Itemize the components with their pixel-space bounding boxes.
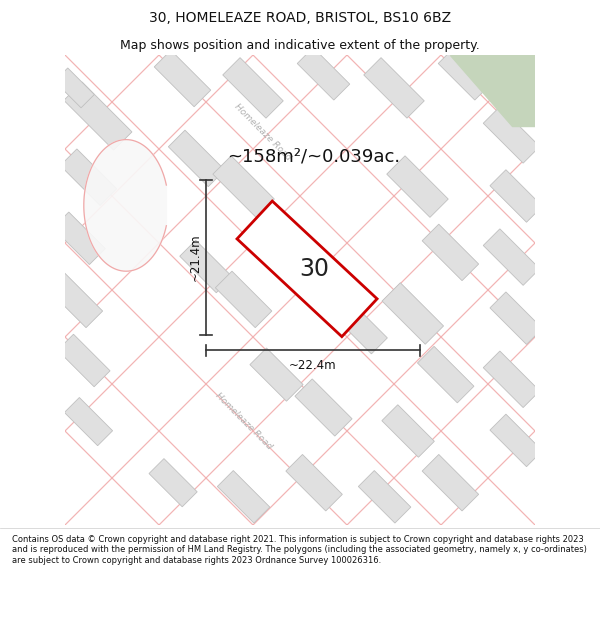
Polygon shape [382,405,434,458]
Polygon shape [60,149,117,206]
Text: ~22.4m: ~22.4m [289,359,337,372]
Polygon shape [250,348,303,401]
Polygon shape [180,240,232,292]
Polygon shape [483,351,540,408]
Polygon shape [490,414,542,467]
Text: 30: 30 [299,257,329,281]
Text: ~158m²/~0.039ac.: ~158m²/~0.039ac. [227,147,401,165]
Polygon shape [64,398,113,446]
Text: Contains OS data © Crown copyright and database right 2021. This information is : Contains OS data © Crown copyright and d… [12,535,587,565]
Polygon shape [217,471,270,523]
Polygon shape [46,271,103,328]
Polygon shape [418,346,474,403]
Text: 30, HOMELEAZE ROAD, BRISTOL, BS10 6BZ: 30, HOMELEAZE ROAD, BRISTOL, BS10 6BZ [149,11,451,25]
Polygon shape [483,107,540,163]
Polygon shape [154,50,211,107]
Polygon shape [213,156,274,218]
Polygon shape [237,201,377,337]
Text: Homeleaze Road: Homeleaze Road [232,102,292,162]
Polygon shape [490,170,542,222]
Polygon shape [297,48,350,100]
Polygon shape [286,454,343,511]
Polygon shape [84,139,166,271]
Polygon shape [149,459,197,507]
Polygon shape [387,156,448,218]
Polygon shape [64,82,132,150]
Polygon shape [295,379,352,436]
Polygon shape [169,130,225,187]
Polygon shape [483,229,540,286]
Polygon shape [53,212,106,264]
Text: Homeleaze Road: Homeleaze Road [214,391,274,452]
Polygon shape [382,282,443,344]
Polygon shape [451,55,535,126]
Polygon shape [335,301,388,354]
Polygon shape [422,454,479,511]
Polygon shape [358,471,411,523]
Polygon shape [490,292,542,344]
Text: Map shows position and indicative extent of the property.: Map shows position and indicative extent… [120,39,480,51]
Polygon shape [223,58,283,118]
Polygon shape [422,224,479,281]
Polygon shape [438,48,491,100]
Polygon shape [58,334,110,387]
Polygon shape [215,271,272,328]
Polygon shape [55,68,94,108]
Text: ~21.4m: ~21.4m [189,233,202,281]
Polygon shape [364,58,424,118]
